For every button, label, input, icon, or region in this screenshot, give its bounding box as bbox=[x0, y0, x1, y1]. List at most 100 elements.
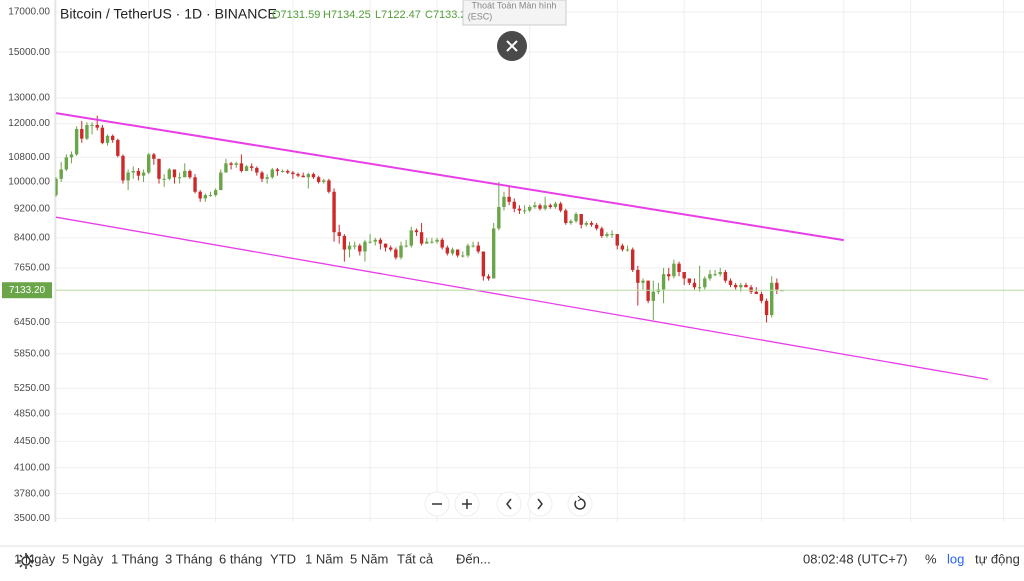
candle-body bbox=[440, 239, 444, 248]
candle-body bbox=[126, 172, 130, 181]
candle-body bbox=[358, 245, 362, 252]
candle-body bbox=[152, 154, 156, 159]
candle-body bbox=[692, 282, 697, 288]
auto-button[interactable]: tự động bbox=[975, 551, 1020, 566]
candle-body bbox=[445, 247, 450, 254]
candle-body bbox=[553, 203, 558, 207]
log-button[interactable]: log bbox=[947, 551, 964, 566]
candle-body bbox=[620, 245, 625, 250]
candle-body bbox=[419, 232, 424, 244]
x-tick-label: Tháng 9 bbox=[197, 530, 234, 541]
candle-body bbox=[728, 280, 733, 286]
candle-body bbox=[121, 155, 125, 181]
candle-body bbox=[301, 175, 305, 178]
candle-body bbox=[363, 241, 367, 252]
exit-fullscreen-button[interactable] bbox=[497, 31, 527, 61]
candle-body bbox=[306, 174, 311, 178]
candle-body bbox=[409, 230, 413, 246]
candle-body bbox=[316, 177, 321, 183]
candle-body bbox=[569, 221, 573, 223]
candle-body bbox=[538, 205, 542, 209]
candle-body bbox=[311, 174, 316, 178]
x-tick: 16 bbox=[287, 530, 299, 541]
range-button[interactable]: YTD bbox=[270, 551, 296, 566]
candle-body bbox=[69, 154, 74, 158]
candle-body bbox=[630, 249, 635, 270]
candle-body bbox=[682, 272, 686, 279]
percent-button[interactable]: % bbox=[925, 551, 937, 566]
grid bbox=[55, 0, 1024, 522]
y-tick-label: 13000.00 bbox=[8, 93, 50, 104]
candle-body bbox=[543, 205, 547, 209]
goto-button[interactable]: Đến... bbox=[456, 551, 491, 566]
candle-body bbox=[59, 169, 63, 179]
candle-body bbox=[394, 249, 398, 258]
candle-body bbox=[373, 239, 377, 242]
candle-body bbox=[491, 228, 496, 279]
y-tick-label: 17000.00 bbox=[8, 7, 50, 18]
candle-body bbox=[203, 195, 208, 199]
candle-body bbox=[533, 205, 537, 207]
range-button[interactable]: 5 Năm bbox=[350, 551, 388, 566]
candle-body bbox=[270, 169, 274, 178]
y-tick-label: 6450.00 bbox=[14, 317, 51, 328]
candle-body bbox=[600, 228, 604, 236]
range-button[interactable]: Tất cả bbox=[397, 551, 434, 566]
trend-line bbox=[55, 216, 989, 381]
y-tick-label: 5250.00 bbox=[14, 383, 51, 394]
legend-value: C7133.20 bbox=[425, 9, 473, 21]
y-tick-label: 12000.00 bbox=[8, 118, 50, 129]
range-button[interactable]: 1 Năm bbox=[305, 551, 343, 566]
range-button[interactable]: 3 Tháng bbox=[165, 551, 212, 566]
candle-body bbox=[85, 124, 89, 139]
plot bbox=[55, 112, 1024, 381]
range-button[interactable]: 6 tháng bbox=[219, 551, 262, 566]
range-button[interactable]: 1 Tháng bbox=[111, 551, 158, 566]
settings-button[interactable] bbox=[18, 553, 34, 569]
candle-body bbox=[486, 276, 491, 279]
candle-body bbox=[641, 280, 645, 283]
candle-body bbox=[574, 213, 578, 222]
candle-body bbox=[337, 232, 341, 236]
y-tick-label: 7650.00 bbox=[14, 262, 51, 273]
candle-body bbox=[327, 180, 331, 192]
range-button[interactable]: 1 Ngày bbox=[14, 551, 56, 566]
x-tick: 16 bbox=[756, 530, 768, 541]
reset-button[interactable] bbox=[567, 491, 593, 517]
candle-body bbox=[589, 222, 594, 225]
chart-title: Bitcoin / TetherUS · 1D · BINANCE bbox=[60, 6, 277, 22]
x-tick-label: Tháng 10 bbox=[349, 530, 392, 541]
x-tick-label: 16 bbox=[756, 530, 768, 541]
x-tick-label: 18 bbox=[612, 530, 624, 541]
x-tick-label: Tháng Tám bbox=[31, 530, 82, 541]
x-tick-label: 14 bbox=[431, 530, 443, 541]
range-button[interactable]: 5 Ngày bbox=[62, 551, 104, 566]
candle-body bbox=[687, 278, 692, 283]
candle-body bbox=[275, 169, 280, 171]
scroll-left-button[interactable] bbox=[496, 491, 522, 517]
candle-body bbox=[625, 249, 630, 251]
candle-body bbox=[368, 241, 372, 243]
zoom-out-button[interactable] bbox=[424, 491, 450, 517]
candle-body bbox=[389, 247, 393, 250]
x-tick-label: Tháng Hai bbox=[980, 530, 1024, 541]
x-tick: Tháng 9 bbox=[197, 530, 234, 541]
candle-body bbox=[739, 285, 743, 288]
candle-body bbox=[512, 201, 516, 209]
scroll-right-button[interactable] bbox=[527, 491, 553, 517]
candle-body bbox=[239, 163, 244, 171]
candle-body bbox=[100, 127, 105, 143]
candle-body bbox=[244, 166, 249, 171]
zoom-in-button[interactable] bbox=[454, 491, 480, 517]
candle-body bbox=[615, 234, 619, 246]
candle-body bbox=[198, 191, 202, 199]
candle-body bbox=[594, 224, 599, 229]
candle-body bbox=[697, 287, 702, 289]
candle-body bbox=[167, 169, 172, 179]
candle-body bbox=[497, 206, 501, 229]
legend-value: O7131.59 bbox=[272, 9, 320, 21]
x-tick: 18 bbox=[612, 530, 624, 541]
x-tick: 2020 bbox=[833, 530, 856, 541]
candle-body bbox=[466, 245, 470, 256]
